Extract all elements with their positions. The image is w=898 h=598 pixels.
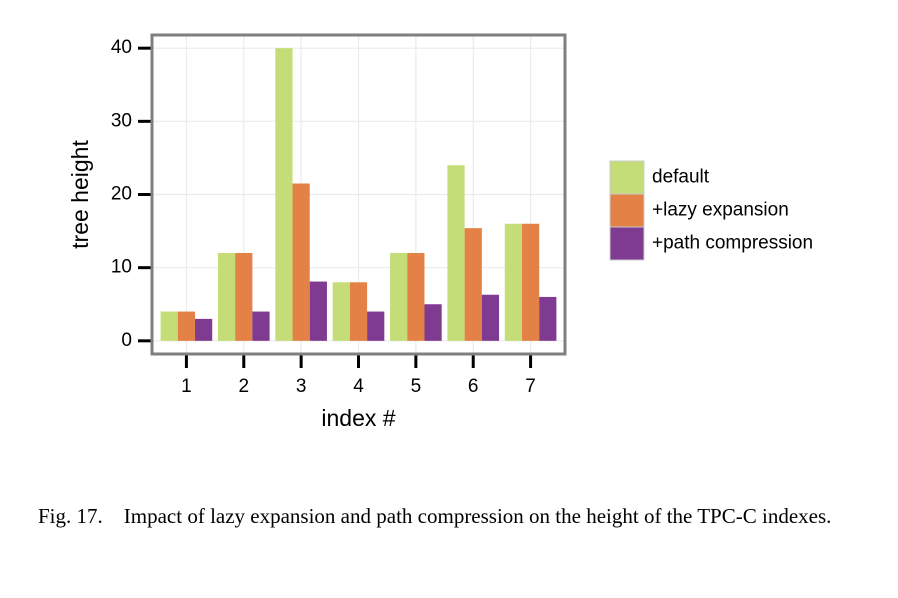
bar (447, 165, 465, 341)
bar (160, 311, 178, 341)
bar (521, 223, 540, 341)
x-tick-label: 7 (525, 376, 536, 397)
x-tick-label: 2 (238, 376, 249, 397)
x-tick-label: 3 (296, 376, 307, 397)
bar (275, 48, 293, 341)
bar (464, 228, 482, 341)
caption-text: Impact of lazy expansion and path compre… (123, 504, 832, 528)
caption-label: Fig. 17. (38, 504, 103, 528)
bar (195, 318, 213, 341)
x-tick-label: 6 (468, 376, 479, 397)
plot-border (150, 33, 567, 356)
bar (390, 253, 408, 341)
bar (424, 304, 442, 341)
chart: 0 10 20 30 40 1 2 3 4 5 6 7 index # tree height defaul… (67, 33, 813, 431)
bar (177, 311, 196, 341)
bar (504, 223, 522, 341)
bar (235, 253, 253, 341)
bar (539, 296, 557, 341)
bar (292, 183, 310, 341)
legend-label: default (652, 167, 710, 188)
bar (407, 253, 425, 341)
y-tick-label: 20 (111, 184, 132, 205)
x-tick-label: 4 (353, 376, 364, 397)
legend-label: +path compression (652, 233, 813, 254)
bar (349, 282, 368, 341)
y-axis-label: tree height (67, 140, 93, 249)
bar (217, 253, 236, 341)
bar (481, 294, 500, 341)
legend-label: +lazy expansion (652, 200, 789, 221)
bar (367, 311, 385, 341)
x-tick-label: 1 (181, 376, 192, 397)
y-tick-label: 10 (111, 257, 132, 278)
legend-key (609, 193, 645, 228)
y-tick-label: 30 (111, 110, 132, 131)
legend-key (609, 226, 645, 261)
caption: Fig. 17. Impact of lazy expansion and pa… (38, 501, 866, 531)
bar (309, 281, 327, 341)
bar (252, 311, 270, 341)
legend-key (609, 160, 645, 195)
y-tick-label: 40 (111, 37, 132, 58)
y-tick-label: 0 (121, 330, 132, 351)
x-tick-label: 5 (411, 376, 422, 397)
bar (332, 282, 350, 341)
x-axis-label: index # (321, 405, 395, 431)
